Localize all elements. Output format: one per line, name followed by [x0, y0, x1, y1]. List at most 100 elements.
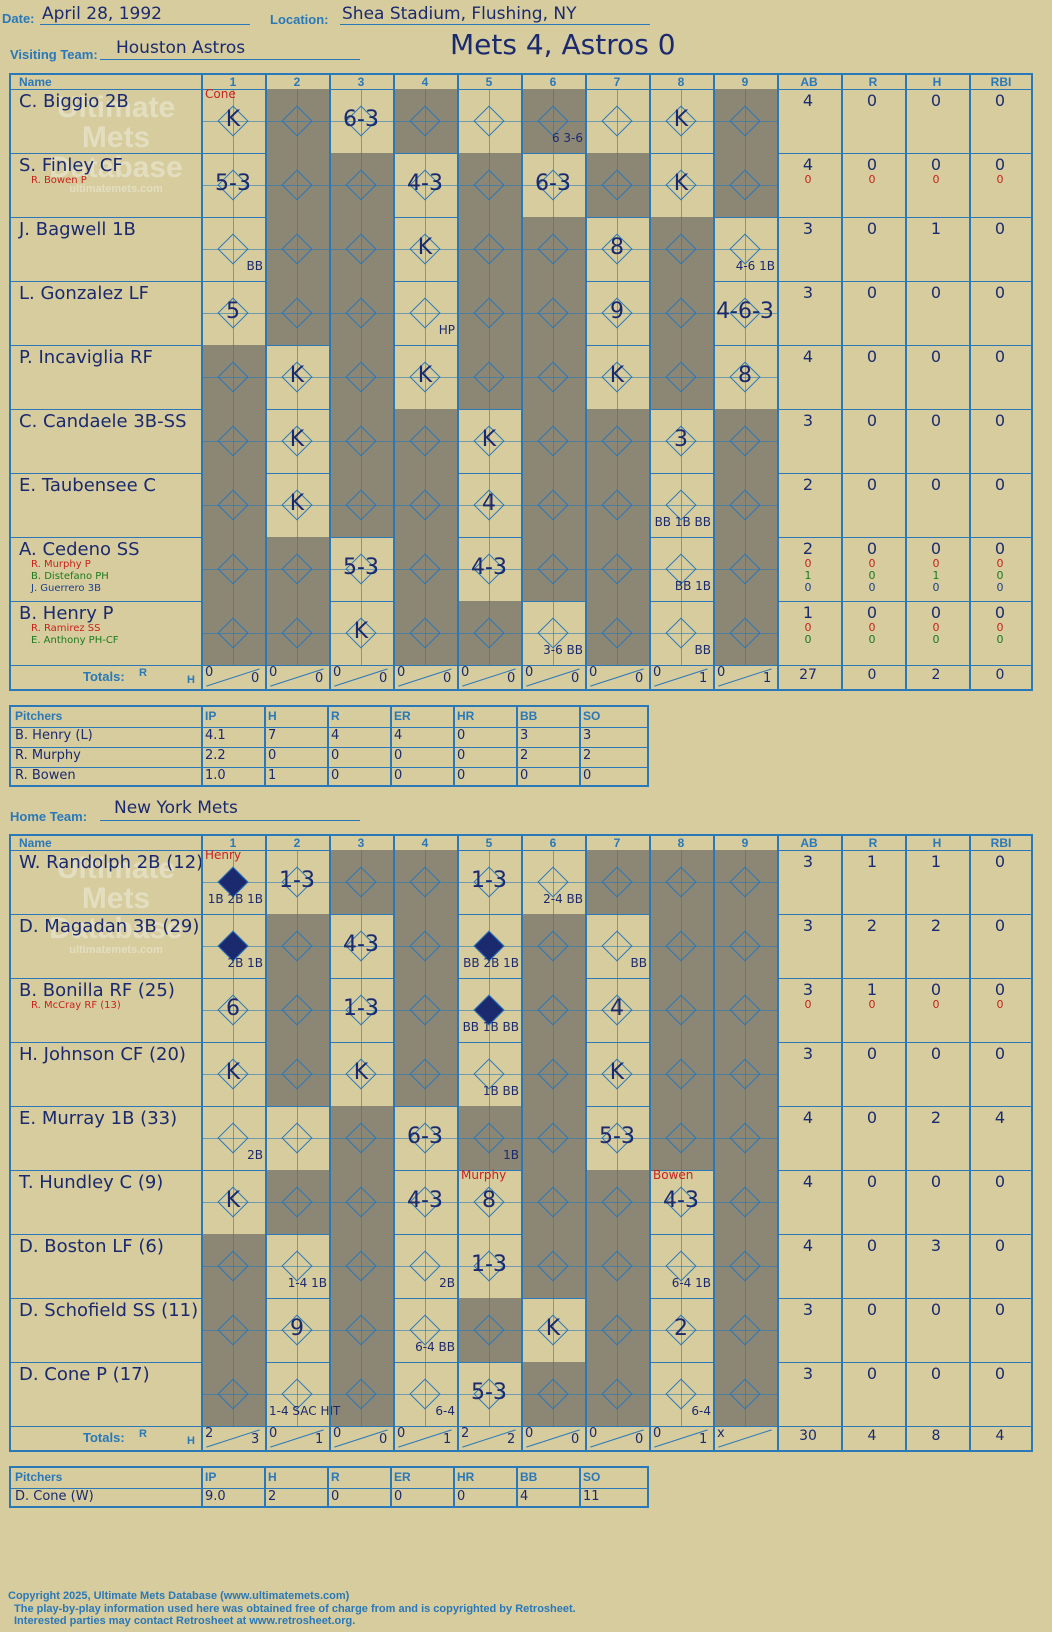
cell-vline	[617, 89, 618, 153]
pitcher-stat: 0	[331, 1489, 340, 1504]
inning-cell	[457, 1170, 521, 1234]
cell-vline	[489, 1298, 490, 1362]
play-result: 2	[674, 1316, 688, 1341]
base-diamond	[537, 1122, 569, 1154]
pitcher-stat: 4	[331, 728, 340, 743]
cell-vline	[553, 473, 554, 537]
batter-stat: 3	[802, 1044, 814, 1063]
base-diamond	[601, 169, 633, 201]
base-diamond	[409, 930, 441, 962]
cell-vline	[617, 409, 618, 473]
player-name: A. Cedeno SS	[19, 539, 140, 560]
play-result: K	[609, 363, 625, 388]
play-result: 1-4 1B	[287, 1276, 327, 1290]
cell-vline	[361, 537, 362, 601]
inning-total-cell: x	[713, 1426, 777, 1450]
base-diamond	[537, 233, 569, 265]
lineup-row: C. Biggio 2B K 6-3 6 3-6 K Cone 4 0 0 0	[11, 87, 1031, 154]
inning-cell	[457, 153, 521, 217]
base-diamond	[217, 1378, 249, 1410]
cell-vline	[297, 217, 298, 281]
base-diamond	[665, 233, 697, 265]
play-result: K	[417, 235, 433, 260]
substitute-name: R. Murphy P	[31, 559, 91, 570]
column-header-inning: 5	[485, 75, 493, 89]
cell-vline	[617, 345, 618, 409]
pitcher-stat: 2.2	[205, 748, 226, 763]
inning-cell	[393, 89, 457, 153]
base-diamond	[281, 297, 313, 329]
inning-cell	[201, 1298, 265, 1362]
cell-vline	[617, 1234, 618, 1298]
cell-vline	[489, 1362, 490, 1426]
base-diamond	[729, 105, 761, 137]
watermark-text: Mets	[81, 121, 151, 154]
batter-stat: 0	[866, 539, 878, 558]
inning-cell	[393, 1042, 457, 1106]
inning-runs: 0	[333, 1426, 342, 1441]
base-diamond	[601, 617, 633, 649]
substitute-name: R. Bowen P	[31, 175, 87, 186]
batter-stat: 0	[866, 603, 878, 622]
pitcher-stat: 3	[583, 728, 592, 743]
base-diamond	[537, 297, 569, 329]
cell-vline	[233, 473, 234, 537]
play-result: 8	[610, 235, 624, 260]
cell-vline	[233, 1362, 234, 1426]
inning-runs: 0	[205, 665, 214, 680]
inning-cell	[585, 1362, 649, 1426]
pitchers-header-cell: SO	[583, 709, 601, 723]
pitcher-stat: 1	[268, 768, 277, 783]
inning-cell	[329, 850, 393, 914]
lineup-row: B. Bonilla RF (25) R. McCray RF (13) 0 0 0 0 6…	[11, 978, 1031, 1043]
inning-cell	[521, 1298, 585, 1362]
pitchers-header-cell: IP	[205, 1470, 217, 1484]
pitcher-stat: 0	[457, 728, 466, 743]
cell-vline	[553, 89, 554, 153]
inning-cell	[201, 409, 265, 473]
cell-vline	[681, 153, 682, 217]
cell-vline	[297, 1170, 298, 1234]
inning-runs: 2	[461, 1426, 470, 1441]
substitute-stat: 0	[868, 569, 876, 582]
base-diamond	[729, 1378, 761, 1410]
base-diamond	[281, 233, 313, 265]
batter-stat: 0	[994, 155, 1006, 174]
cell-vline	[233, 1042, 234, 1106]
cell-vline	[425, 537, 426, 601]
play-result: 1-3	[343, 996, 379, 1021]
batter-stat: 0	[866, 1236, 878, 1255]
batter-stat: 0	[866, 1108, 878, 1127]
base-diamond	[473, 1314, 505, 1346]
play-result: 4-3	[407, 1188, 443, 1213]
pitchers-column-line	[327, 707, 329, 785]
inning-cell	[201, 537, 265, 601]
pitcher-change-note: Murphy	[461, 1168, 507, 1182]
play-result: K	[225, 1188, 241, 1213]
substitute-stat: 1	[804, 569, 812, 582]
cell-vline	[745, 473, 746, 537]
column-header-stat: RBI	[990, 75, 1012, 89]
cell-vline	[425, 473, 426, 537]
inning-runs: 0	[333, 665, 342, 680]
cell-vline	[553, 281, 554, 345]
play-result: 6-3	[407, 1124, 443, 1149]
substitute-stat: 0	[868, 173, 876, 186]
player-name: S. Finley CF	[19, 155, 123, 176]
pitcher-stat: 2	[268, 1489, 277, 1504]
substitute-stat: 0	[804, 173, 812, 186]
batter-stat: 0	[994, 411, 1006, 430]
pitchers-header-cell: H	[268, 709, 277, 723]
base-diamond	[217, 1250, 249, 1282]
base-diamond	[601, 1378, 633, 1410]
inning-cell	[649, 1106, 713, 1170]
cell-vline	[297, 1298, 298, 1362]
substitute-stat: 0	[996, 173, 1004, 186]
batter-stat: 0	[930, 1300, 942, 1319]
inning-cell	[585, 89, 649, 153]
substitute-name: R. McCray RF (13)	[31, 1000, 121, 1011]
cell-vline	[617, 217, 618, 281]
substitute-stat: 0	[996, 998, 1004, 1011]
